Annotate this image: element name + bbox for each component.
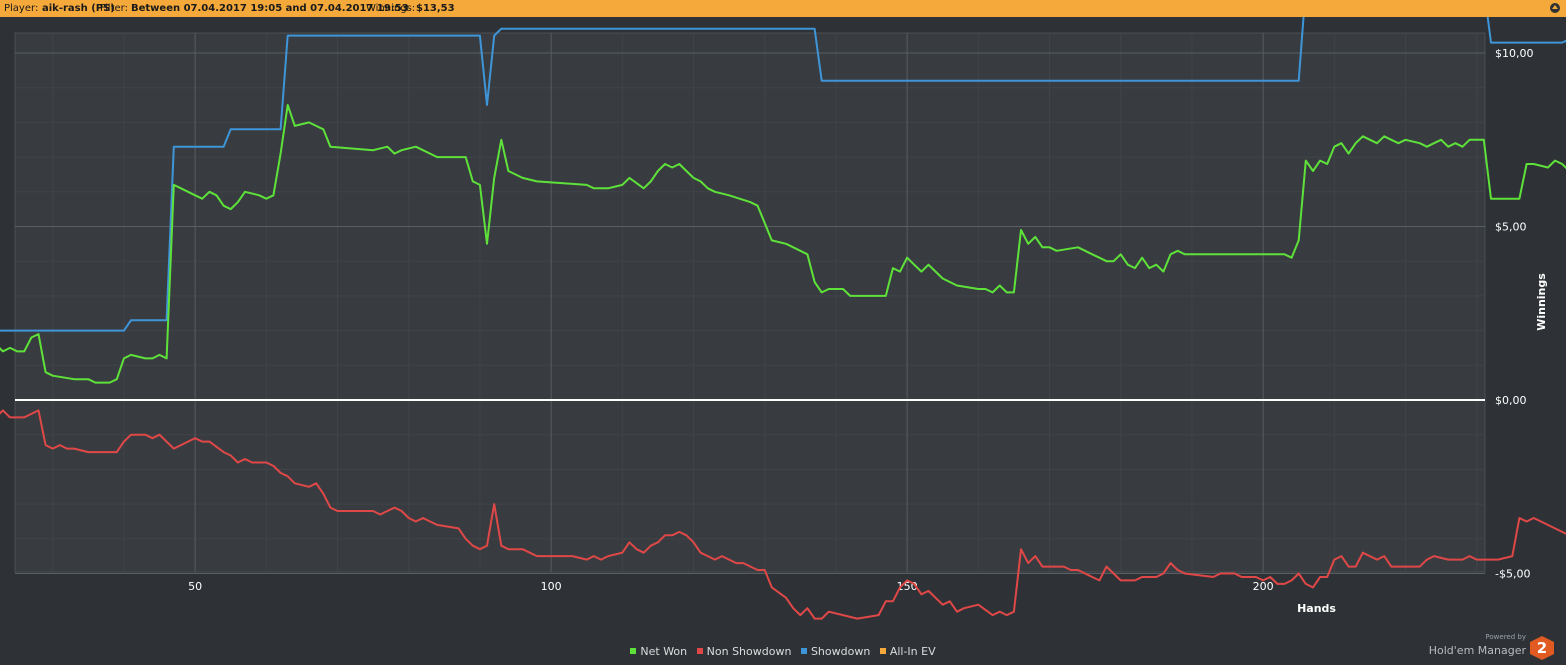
- legend-item-non-showdown[interactable]: Non Showdown: [696, 645, 792, 658]
- legend-swatch: [879, 648, 886, 654]
- x-tick-label: 200: [1253, 580, 1274, 593]
- x-axis-ticks: 50100150200250300350400: [188, 580, 1274, 593]
- legend-label: Showdown: [810, 645, 871, 658]
- x-tick-label: 100: [541, 580, 562, 593]
- legend-swatch: [630, 648, 637, 654]
- winnings-value: $13,53: [416, 3, 455, 14]
- series-lines: [0, 17, 1566, 620]
- powered-by-text: Powered by: [1485, 633, 1526, 641]
- series-line-non-showdown: [0, 409, 1566, 620]
- y-tick-label: $10,00: [1495, 47, 1534, 60]
- player-label: Player:: [4, 3, 39, 14]
- y-axis-ticks: $20,00$15,00$10,00$5,00$0,00-$5,00: [1495, 47, 1534, 581]
- winnings-chart: 50100150200250300350400 $20,00$15,00$10,…: [0, 17, 1566, 645]
- hm2-logo-icon: 2: [1530, 636, 1554, 660]
- chart-legend: Net Won Non Showdown Showdown All-In EV: [0, 645, 1566, 659]
- x-tick-label: 50: [188, 580, 202, 593]
- legend-label: Non Showdown: [706, 645, 792, 658]
- y-tick-label: $5,00: [1495, 221, 1527, 234]
- filter-value: Between 07.04.2017 19:05 and 07.04.2017 …: [131, 3, 409, 14]
- plot-area: [14, 32, 1486, 573]
- y-tick-label: $0,00: [1495, 394, 1527, 407]
- brand-logo: Powered by Hold'em Manager 2: [1424, 632, 1558, 662]
- legend-swatch: [800, 648, 807, 654]
- legend-swatch: [696, 648, 703, 654]
- y-tick-label: -$5,00: [1495, 568, 1530, 581]
- series-line-net-won: [0, 104, 1566, 384]
- filter-header-bar: Player: aik-rash (PS) Filter: Between 07…: [0, 0, 1566, 17]
- brand-name: Hold'em Manager: [1428, 644, 1526, 657]
- y-axis-title: Winnings: [1535, 273, 1548, 331]
- legend-label: Net Won: [640, 645, 688, 658]
- legend-item-all-in-ev[interactable]: All-In EV: [879, 645, 936, 658]
- series-line-showdown: [0, 17, 1566, 332]
- x-axis-title: Hands: [1297, 602, 1336, 615]
- winnings-label: Winnings:: [366, 3, 416, 14]
- grid-lines: [15, 33, 1485, 574]
- legend-item-showdown[interactable]: Showdown: [800, 645, 871, 658]
- filter-label: Filter:: [100, 3, 128, 14]
- legend-label: All-In EV: [889, 645, 936, 658]
- collapse-up-icon[interactable]: [1550, 3, 1560, 13]
- player-value: aik-rash (PS): [42, 3, 115, 14]
- legend-item-net-won[interactable]: Net Won: [630, 645, 687, 658]
